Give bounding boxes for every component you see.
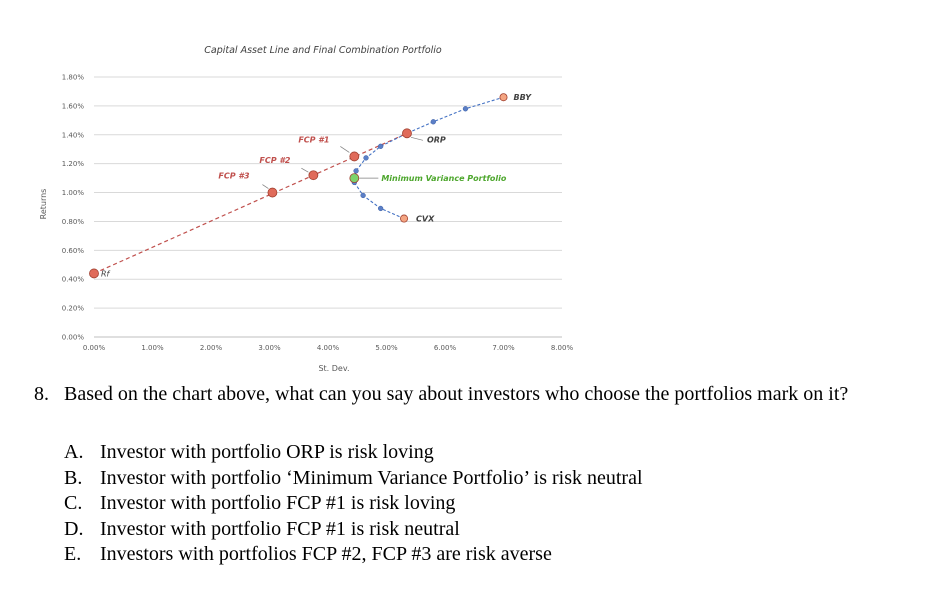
x-tick-label: 1.00% bbox=[141, 344, 164, 352]
fcp2-label: FCP #2 bbox=[259, 156, 291, 165]
x-tick-label: 4.00% bbox=[317, 344, 340, 352]
capital-allocation-line bbox=[93, 132, 408, 274]
frontier-point bbox=[378, 205, 384, 212]
option-a: A. Investor with portfolio ORP is risk lo… bbox=[64, 440, 944, 466]
label-leader bbox=[340, 146, 350, 153]
y-tick-label: 0.60% bbox=[62, 247, 85, 255]
option-text: Investors with portfolios FCP #2, FCP #3… bbox=[100, 543, 552, 566]
y-tick-label: 0.80% bbox=[62, 218, 85, 226]
question: 8. Based on the chart above, what can yo… bbox=[34, 383, 944, 568]
answer-options: A. Investor with portfolio ORP is risk lo… bbox=[34, 440, 944, 568]
option-letter: B. bbox=[64, 466, 83, 489]
x-tick-label: 3.00% bbox=[258, 344, 281, 352]
x-tick-label: 6.00% bbox=[434, 344, 457, 352]
option-text: Investor with portfolio ‘Minimum Varianc… bbox=[100, 466, 643, 489]
x-tick-label: 8.00% bbox=[551, 344, 574, 352]
y-tick-label: 1.80% bbox=[62, 74, 85, 82]
y-tick-label: 1.60% bbox=[62, 102, 85, 110]
y-tick-label: 1.20% bbox=[62, 160, 85, 168]
chart-title: Capital Asset Line and Final Combination… bbox=[204, 45, 442, 56]
frontier-point bbox=[353, 168, 359, 174]
x-axis-title: St. Dev. bbox=[318, 364, 349, 373]
portfolio-point bbox=[402, 128, 412, 139]
chart-svg: 0.00% 0.20% 0.40% 0.60% 0.80% 1.00% 1.20% 1.40%… bbox=[39, 45, 574, 373]
cvx-label: CVX bbox=[416, 215, 435, 224]
chart: 0.00% 0.20% 0.40% 0.60% 0.80% 1.00% 1.20% 1.40%… bbox=[39, 45, 574, 373]
portfolio-point bbox=[89, 268, 99, 279]
x-tick-label: 5.00% bbox=[375, 344, 398, 352]
question-line: 8. Based on the chart above, what can yo… bbox=[34, 383, 944, 406]
portfolio-point bbox=[349, 151, 360, 162]
bby-label: BBY bbox=[514, 93, 533, 102]
y-tick-label: 1.40% bbox=[62, 131, 85, 139]
option-letter: A. bbox=[64, 441, 84, 463]
option-e: E. Investors with portfolios FCP #2, FCP … bbox=[64, 542, 944, 568]
option-text: Investor with portfolio FCP #1 is risk l… bbox=[100, 492, 456, 515]
label-leader bbox=[410, 136, 424, 141]
portfolio-point bbox=[349, 173, 360, 184]
point-layer bbox=[89, 93, 508, 279]
x-tick-label: 0.00% bbox=[83, 344, 106, 352]
option-d: D. Investor with portfolio FCP #1 is risk… bbox=[64, 517, 944, 543]
label-layer: Rf FCP #3 FCP #2 FCP #1 ORP Minimum Variance … bbox=[101, 93, 532, 278]
option-text: Investor with portfolio ORP is risk lovi… bbox=[100, 441, 434, 463]
question-number: 8. bbox=[34, 383, 49, 405]
portfolio-point bbox=[308, 170, 319, 181]
y-tick-label: 1.00% bbox=[62, 189, 85, 197]
portfolio-point bbox=[499, 93, 508, 102]
frontier-point bbox=[363, 155, 369, 161]
fcp1-label: FCP #1 bbox=[298, 135, 329, 144]
portfolio-point bbox=[400, 214, 409, 223]
mvp-label: Minimum Variance Portfolio bbox=[381, 174, 507, 183]
frontier-line bbox=[353, 96, 504, 220]
option-b: B. Investor with portfolio ‘Minimum Varia… bbox=[64, 466, 944, 492]
y-axis-title: Returns bbox=[39, 189, 48, 220]
frontier-point bbox=[360, 192, 366, 199]
line-layer bbox=[93, 96, 504, 274]
option-letter: C. bbox=[64, 492, 83, 515]
fcp3-label: FCP #3 bbox=[218, 172, 250, 181]
option-letter: D. bbox=[64, 517, 84, 540]
option-letter: E. bbox=[64, 543, 82, 566]
x-tick-label: 7.00% bbox=[492, 344, 515, 352]
label-leader bbox=[262, 184, 269, 189]
option-text: Investor with portfolio FCP #1 is risk n… bbox=[100, 517, 460, 540]
question-text: Based on the chart above, what can you s… bbox=[64, 383, 849, 405]
label-leader bbox=[301, 167, 309, 173]
x-tick-label: 2.00% bbox=[200, 344, 223, 352]
portfolio-point bbox=[267, 187, 278, 198]
frontier-point bbox=[430, 119, 436, 125]
y-tick-label: 0.00% bbox=[62, 334, 85, 342]
frontier-point bbox=[462, 106, 469, 112]
y-tick-label: 0.40% bbox=[62, 276, 85, 284]
option-c: C. Investor with portfolio FCP #1 is risk… bbox=[64, 491, 944, 517]
rf-label: Rf bbox=[101, 269, 111, 278]
y-tick-label: 0.20% bbox=[62, 305, 85, 313]
grid-layer: 0.00% 0.20% 0.40% 0.60% 0.80% 1.00% 1.20% 1.40%… bbox=[62, 74, 574, 353]
frontier-point bbox=[378, 143, 384, 149]
orp-label: ORP bbox=[427, 135, 446, 144]
